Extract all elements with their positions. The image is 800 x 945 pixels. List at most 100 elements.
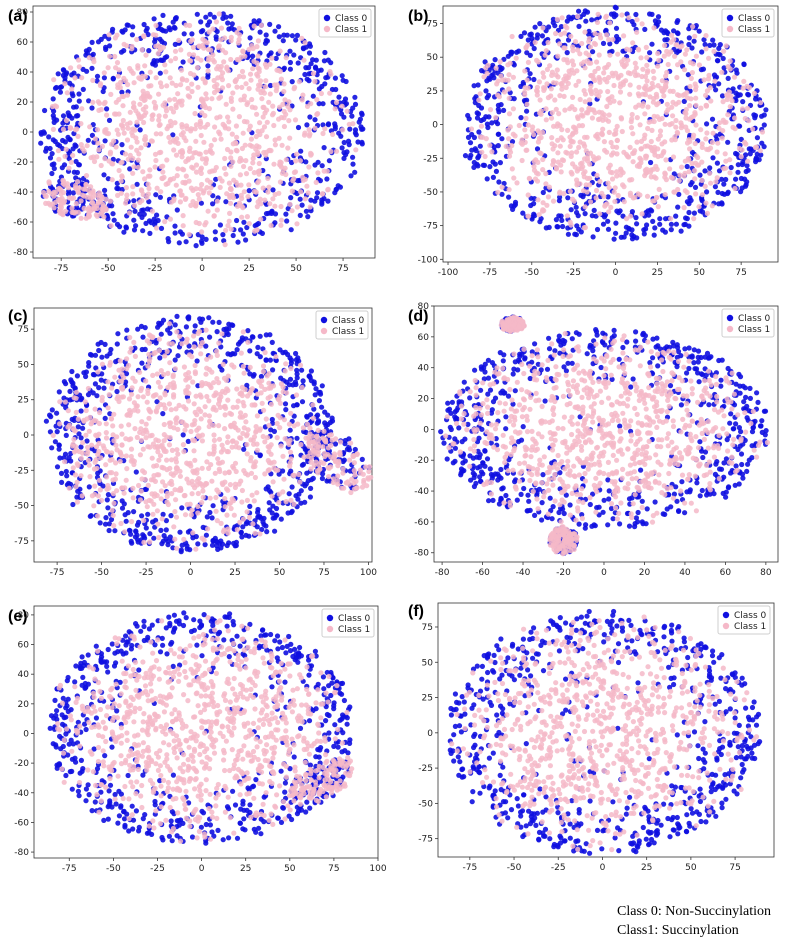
point-class1 [603, 14, 609, 20]
point-class0 [127, 528, 133, 534]
point-class1 [727, 104, 733, 110]
point-class0 [341, 150, 347, 156]
point-class1 [110, 512, 116, 518]
point-class0 [65, 134, 71, 140]
point-class0 [573, 232, 579, 238]
point-class1 [116, 111, 122, 117]
point-class0 [60, 67, 66, 73]
point-class0 [106, 117, 113, 123]
point-class1 [638, 138, 645, 144]
point-class1 [336, 458, 342, 464]
point-class0 [476, 153, 482, 159]
point-class1 [103, 421, 109, 427]
point-class0 [226, 321, 232, 327]
point-class1 [114, 488, 120, 494]
point-class1 [291, 501, 297, 507]
point-class1 [703, 46, 709, 52]
point-class1 [60, 126, 66, 132]
point-class0 [496, 131, 502, 137]
point-class0 [186, 316, 192, 322]
point-class0 [484, 176, 490, 182]
point-class1 [237, 73, 243, 79]
point-class0 [180, 59, 186, 65]
point-class1 [108, 416, 115, 422]
point-class1 [278, 114, 285, 121]
point-class1 [198, 351, 204, 357]
point-class1 [195, 490, 201, 497]
point-class0 [532, 24, 538, 30]
point-class0 [263, 486, 269, 492]
point-class1 [180, 442, 186, 448]
legend [721, 8, 775, 38]
point-class1 [191, 438, 198, 444]
point-class1 [312, 441, 319, 447]
point-class1 [181, 493, 187, 499]
point-class1 [218, 37, 224, 43]
point-class1 [144, 338, 150, 344]
point-class0 [231, 540, 237, 546]
point-class1 [92, 483, 98, 489]
point-class1 [165, 490, 171, 496]
point-class1 [255, 151, 261, 157]
y-tick-label: -25 [423, 154, 438, 164]
point-class0 [560, 223, 566, 230]
point-class1 [158, 189, 164, 195]
point-class1 [241, 97, 247, 103]
point-class1 [557, 41, 563, 47]
point-class1 [200, 494, 206, 500]
point-class1 [487, 107, 494, 113]
point-class1 [63, 117, 70, 124]
point-class0 [78, 435, 84, 441]
point-class1 [513, 55, 519, 61]
point-class1 [337, 452, 343, 458]
point-class0 [737, 92, 743, 98]
point-class1 [158, 131, 164, 137]
point-class0 [57, 455, 63, 461]
point-class1 [351, 460, 357, 466]
point-class1 [575, 114, 581, 120]
point-class0 [259, 230, 265, 236]
point-class1 [561, 93, 567, 99]
point-class1 [306, 440, 313, 446]
point-class1 [230, 90, 236, 96]
point-class0 [212, 236, 219, 242]
point-class1 [643, 44, 649, 51]
point-class1 [169, 481, 175, 487]
point-class1 [211, 443, 217, 449]
point-class1 [95, 493, 101, 499]
point-class0 [112, 528, 118, 534]
point-class1 [265, 444, 271, 450]
point-class1 [174, 545, 180, 551]
point-class1 [270, 103, 276, 109]
point-class0 [203, 14, 209, 20]
point-class1 [153, 225, 160, 231]
point-class0 [511, 203, 517, 209]
point-class1 [635, 91, 641, 97]
point-class1 [218, 25, 225, 31]
point-class0 [506, 194, 512, 200]
point-class1 [227, 410, 233, 416]
point-class1 [155, 50, 161, 57]
point-class0 [49, 445, 55, 451]
point-class0 [290, 382, 296, 388]
point-class0 [63, 432, 69, 438]
point-class1 [156, 457, 162, 463]
point-class1 [99, 194, 105, 200]
point-class0 [285, 206, 291, 212]
point-class1 [129, 519, 135, 525]
point-class1 [50, 432, 56, 438]
point-class1 [249, 492, 255, 498]
point-class1 [699, 177, 705, 183]
scatter-plot: -100 -75 -50 -25 0 25 50 75-100-75-50-250255075… [418, 4, 779, 278]
point-class1 [204, 459, 210, 465]
point-class0 [704, 189, 710, 195]
point-class1 [619, 12, 625, 18]
point-class1 [523, 115, 529, 121]
point-class1 [162, 219, 168, 225]
point-class0 [299, 202, 305, 208]
point-class1 [291, 86, 297, 92]
point-class1 [677, 172, 683, 178]
point-class0 [114, 180, 120, 186]
point-class1 [131, 80, 137, 86]
point-class1 [266, 148, 272, 154]
